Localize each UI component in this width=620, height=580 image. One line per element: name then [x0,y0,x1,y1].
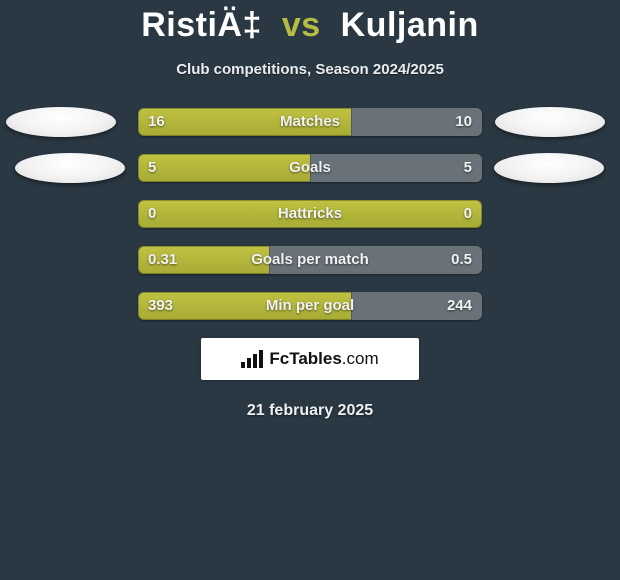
bar-track: 00Hattricks [138,200,482,228]
player2-name: Kuljanin [341,6,479,44]
team-ellipse [494,153,604,183]
stat-label: Min per goal [138,292,482,320]
page-title: RistiÄ‡ vs Kuljanin [0,6,620,45]
vs-text: vs [282,6,321,44]
logo-brand: FcTables [269,349,341,368]
logo-text: FcTables.com [269,349,378,369]
stats-area: 1610Matches 55Goals 00Hattricks 0.310.5Goal… [0,108,620,320]
bar-track: 1610Matches [138,108,482,136]
team-ellipse [6,107,116,137]
stat-row: 00Hattricks [0,200,620,228]
date-text: 21 february 2025 [0,402,620,420]
stat-label: Matches [138,108,482,136]
stat-label: Goals per match [138,246,482,274]
logo-suffix: .com [342,349,379,368]
bars-icon [241,350,263,368]
player1-name: RistiÄ‡ [141,6,262,44]
bar-track: 0.310.5Goals per match [138,246,482,274]
team-ellipse [495,107,605,137]
bar-track: 55Goals [138,154,482,182]
team-ellipse [15,153,125,183]
stat-row: 0.310.5Goals per match [0,246,620,274]
stat-row: 393244Min per goal [0,292,620,320]
subtitle: Club competitions, Season 2024/2025 [0,61,620,78]
stat-label: Goals [138,154,482,182]
bar-track: 393244Min per goal [138,292,482,320]
logo-box: FcTables.com [201,338,419,380]
stat-label: Hattricks [138,200,482,228]
